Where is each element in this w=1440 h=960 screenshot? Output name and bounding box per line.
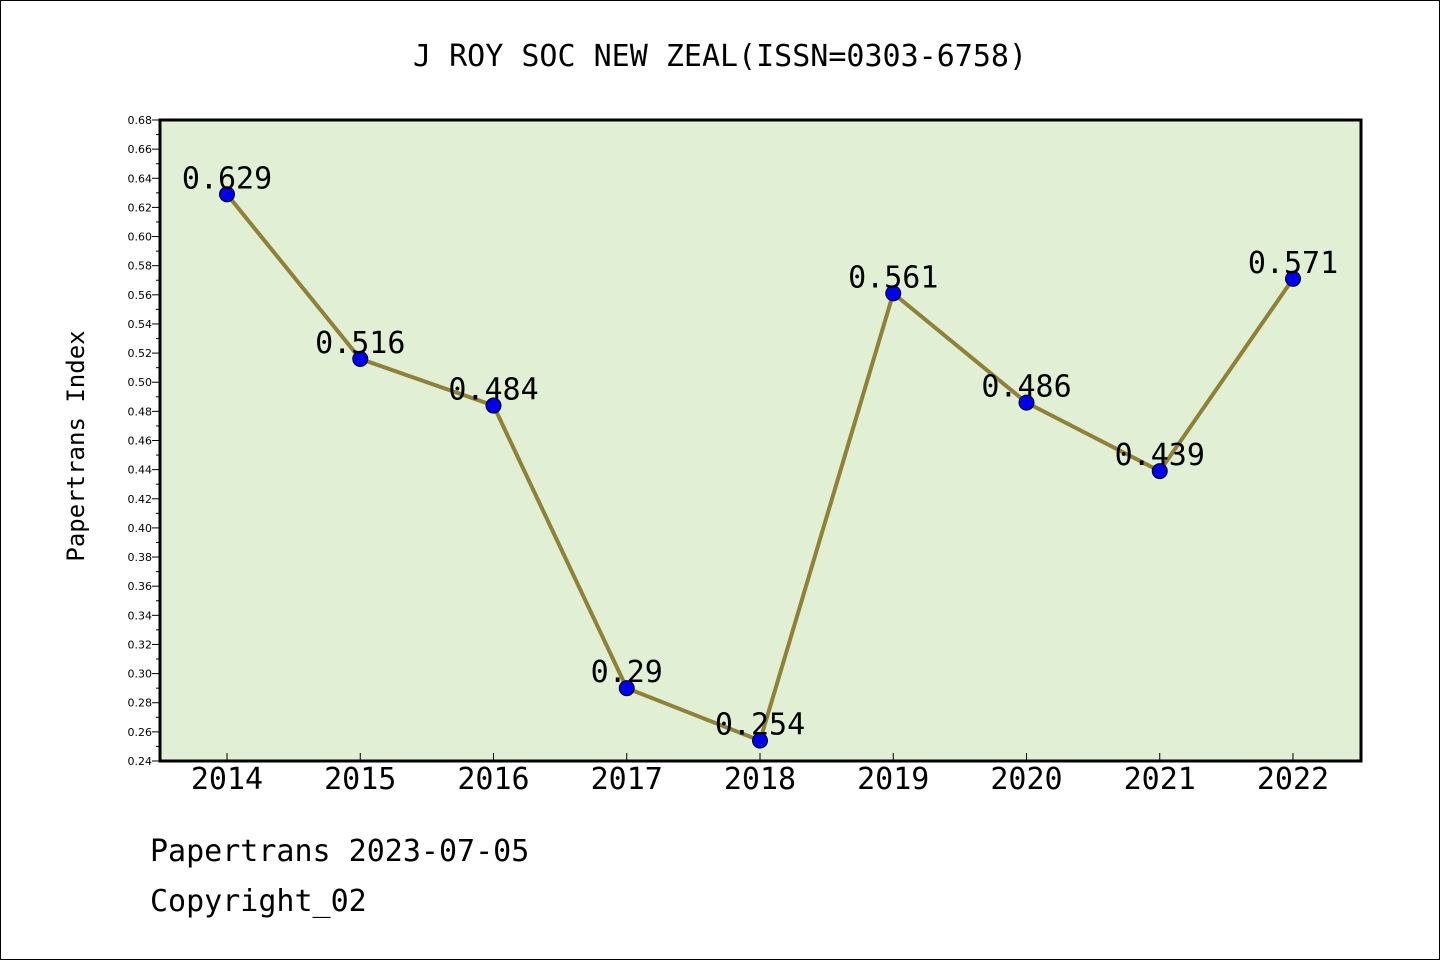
plot-area: [158, 118, 1363, 763]
chart-title: J ROY SOC NEW ZEAL(ISSN=0303-6758): [413, 39, 1027, 74]
y-tick-label: 0.46: [128, 435, 153, 448]
x-tick-label: 2022: [1257, 762, 1329, 797]
x-axis-ticks: 2014 2015 2016 2017 2018 2019 2020 2021 2022: [191, 753, 1329, 797]
data-point: [485, 397, 502, 414]
y-tick-label: 0.26: [128, 726, 153, 739]
data-label: 0.561: [848, 260, 938, 295]
y-tick-label: 0.36: [128, 580, 153, 593]
y-tick-label: 0.40: [128, 522, 153, 535]
data-label: 0.484: [448, 373, 538, 408]
series-markers: [219, 186, 1301, 749]
y-tick-label: 0.42: [128, 493, 153, 506]
y-axis-ticks: 0.24 0.26 0.28 0.30 0.32 0.34 0.36 0.38 0.40 0.42…: [128, 114, 160, 768]
y-tick-label: 0.48: [128, 405, 153, 418]
y-tick-label: 0.56: [128, 289, 153, 302]
footer-date: Papertrans 2023-07-05: [150, 834, 530, 869]
x-tick-label: 2019: [857, 762, 929, 797]
data-point: [752, 732, 768, 749]
x-tick-label: 2014: [191, 762, 263, 797]
y-tick-label: 0.62: [128, 201, 153, 214]
footer-copyright: Copyright_02: [150, 884, 367, 919]
data-point: [1018, 394, 1035, 411]
y-tick-label: 0.34: [128, 609, 153, 622]
x-tick-label: 2016: [457, 762, 529, 797]
y-tick-label: 0.54: [128, 318, 153, 331]
y-tick-label: 0.68: [128, 114, 153, 127]
data-point: [352, 350, 369, 367]
data-label: 0.516: [315, 326, 405, 361]
x-tick-label: 2015: [324, 762, 396, 797]
data-label: 0.439: [1115, 438, 1205, 473]
data-label: 0.486: [981, 370, 1071, 405]
data-label: 0.629: [182, 161, 272, 196]
data-point: [618, 680, 635, 697]
data-point: [1151, 463, 1168, 480]
data-labels: 0.629 0.516 0.484 0.29 0.254 0.561 0.486 0.439 0…: [182, 161, 1338, 742]
data-label: 0.29: [591, 655, 663, 690]
x-tick-label: 2017: [591, 762, 663, 797]
y-tick-label: 0.66: [128, 143, 153, 156]
data-label: 0.254: [715, 708, 805, 743]
data-point: [885, 285, 902, 302]
y-tick-label: 0.38: [128, 551, 153, 564]
x-tick-label: 2018: [724, 762, 796, 797]
x-tick-label: 2021: [1124, 762, 1196, 797]
y-tick-label: 0.50: [128, 376, 153, 389]
y-tick-label: 0.44: [128, 464, 153, 477]
y-tick-label: 0.52: [128, 347, 153, 360]
y-tick-label: 0.30: [128, 668, 153, 681]
y-tick-label: 0.28: [128, 697, 153, 710]
y-tick-label: 0.64: [128, 172, 153, 185]
y-tick-label: 0.60: [128, 231, 153, 244]
y-tick-label: 0.24: [128, 755, 153, 768]
data-label: 0.571: [1248, 246, 1338, 281]
y-axis-label: Papertrans Index: [62, 330, 90, 561]
x-tick-label: 2020: [990, 762, 1062, 797]
y-tick-label: 0.32: [128, 638, 153, 651]
y-tick-label: 0.58: [128, 260, 153, 273]
data-point: [1285, 270, 1301, 287]
data-point: [219, 186, 235, 203]
